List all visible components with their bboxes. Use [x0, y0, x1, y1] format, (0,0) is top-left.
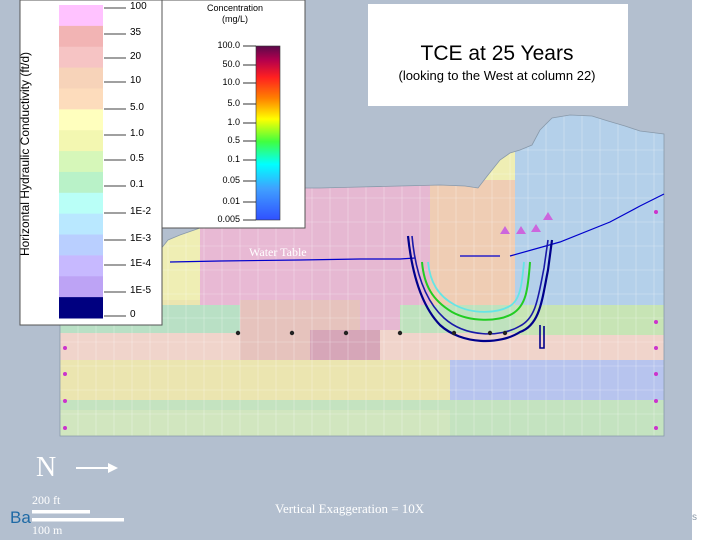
k-legend-label: 0.5 — [130, 153, 144, 164]
conc-legend-label: 0.005 — [217, 214, 240, 224]
observation-point — [343, 330, 349, 336]
plume-contour-outer — [406, 235, 554, 343]
k-legend-swatches — [59, 5, 103, 319]
k-swatch — [59, 171, 103, 194]
k-legend-label: 1E-5 — [130, 285, 152, 296]
observation-point — [502, 330, 508, 336]
conc-legend-box — [161, 0, 306, 229]
conc-legend-label: 0.05 — [222, 175, 240, 185]
conductivity-zones — [60, 115, 664, 436]
k-legend-label: 1E-3 — [130, 233, 152, 244]
k-swatch — [59, 213, 103, 236]
conc-legend-label: 0.01 — [222, 196, 240, 206]
k-swatch — [59, 130, 103, 152]
conc-legend-label: 0.1 — [227, 154, 240, 164]
k-legend-axis-label: Horizontal Hydraulic Conductivity (ft/d) — [18, 0, 34, 324]
boundary-point-right — [654, 372, 658, 376]
conc-legend-ticks — [243, 45, 256, 221]
conc-color-bar — [255, 45, 281, 221]
k-swatch — [59, 5, 103, 27]
k-legend-label: 20 — [130, 51, 142, 62]
zone-green-right — [515, 305, 664, 335]
zone-blue-high — [515, 115, 664, 310]
boundary-point-right — [654, 320, 658, 324]
observation-point — [289, 330, 295, 336]
boundary-point-left — [63, 399, 67, 403]
boundary-points — [63, 210, 658, 430]
k-swatch — [59, 25, 103, 48]
observation-points — [235, 330, 508, 336]
conc-legend-label: 0.5 — [227, 135, 240, 145]
north-label: N — [36, 452, 57, 483]
k-legend-label: 1.0 — [130, 128, 144, 139]
observation-point — [487, 330, 493, 336]
zone-mauve-dark — [310, 330, 380, 360]
k-legend-label: 1E-4 — [130, 258, 152, 269]
water-table-label: Water Table — [249, 245, 307, 259]
conc-legend-header: Concentration (mg/L) — [206, 3, 264, 24]
boundary-point-right — [654, 346, 658, 350]
k-swatch — [59, 297, 103, 319]
k-swatch — [59, 192, 103, 215]
plume-contour-outer-2 — [411, 235, 549, 335]
conc-legend-label: 10.0 — [222, 77, 240, 87]
zone-bottom-pale — [60, 410, 450, 436]
scale-label-m: 100 m — [32, 523, 63, 537]
boundary-point-right — [654, 426, 658, 430]
observation-point — [397, 330, 403, 336]
ground-surface-outline — [59, 114, 665, 437]
k-swatch — [59, 234, 103, 256]
k-swatch — [59, 255, 103, 277]
k-legend-ticks — [104, 7, 126, 317]
k-legend-label: 35 — [130, 27, 142, 38]
scale-label-ft: 200 ft — [32, 493, 61, 507]
plume-contour-green — [421, 261, 531, 321]
chart-title: TCE at 25 Years — [420, 42, 574, 65]
boundary-point-left — [63, 372, 67, 376]
boundary-point-right — [654, 210, 658, 214]
k-swatch — [59, 88, 103, 110]
boundary-point-left — [63, 426, 67, 430]
k-swatch — [59, 276, 103, 298]
k-legend-label: 10 — [130, 75, 142, 86]
conc-legend-label: 1.0 — [227, 117, 240, 127]
plume-contour-cyan — [427, 261, 525, 313]
k-swatch — [59, 67, 103, 89]
scale-bar-m — [32, 518, 124, 522]
corner-text-left: Ba — [10, 508, 31, 527]
plume-tail — [539, 325, 545, 349]
k-legend-label: 0.1 — [130, 179, 144, 190]
title-box — [368, 4, 628, 106]
observation-point — [235, 330, 241, 336]
scale-bar-ft — [32, 510, 90, 514]
observation-point — [451, 330, 457, 336]
boundary-point-left — [63, 346, 67, 350]
conc-legend-label: 100.0 — [217, 40, 240, 50]
north-arrow-head — [108, 463, 118, 473]
conc-legend-label: 5.0 — [227, 98, 240, 108]
k-axis-label-text: Horizontal Hydraulic Conductivity (ft/d) — [18, 51, 32, 257]
chart-subtitle: (looking to the West at column 22) — [398, 68, 596, 83]
k-legend-label: 100 — [130, 1, 147, 12]
corner-text-right: s — [692, 512, 697, 523]
source-markers — [500, 212, 553, 234]
k-swatch — [59, 46, 103, 69]
water-table-line — [169, 193, 665, 263]
boundary-point-right — [654, 399, 658, 403]
k-swatch — [59, 151, 103, 173]
k-legend-label: 0 — [130, 309, 136, 320]
vertical-exaggeration-label: Vertical Exaggeration = 10X — [275, 501, 425, 516]
k-swatch — [59, 109, 103, 131]
k-legend-label: 1E-2 — [130, 206, 152, 217]
conc-legend-label: 50.0 — [222, 59, 240, 69]
k-legend-label: 5.0 — [130, 102, 144, 113]
